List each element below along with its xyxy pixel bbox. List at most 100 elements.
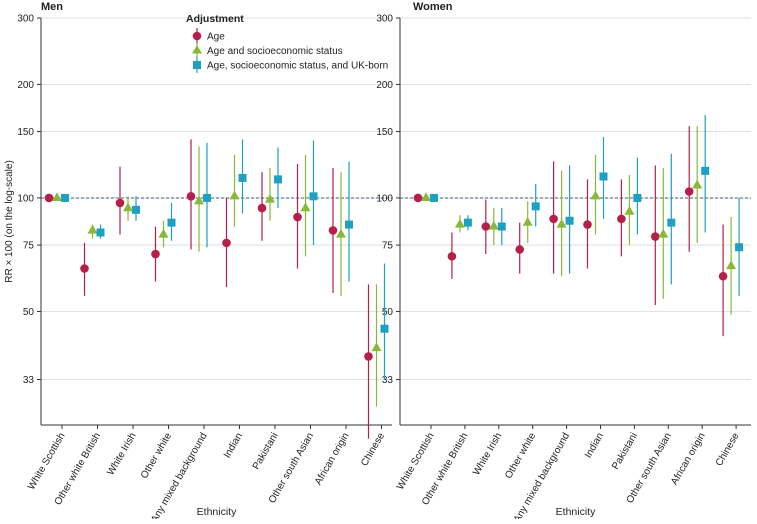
data-point-square (497, 222, 506, 231)
data-point-circle (413, 193, 423, 203)
y-tick-label: 50 (23, 307, 35, 318)
x-tick-label: Other white (139, 431, 174, 481)
x-tick-label: Pakistani (610, 431, 640, 472)
data-point-square (531, 202, 540, 211)
data-point-square (463, 218, 472, 227)
data-point-triangle (726, 260, 737, 270)
data-point-triangle (624, 205, 635, 215)
series-1-0 (413, 126, 728, 337)
data-point-square (430, 193, 438, 202)
legend-swatch-square (193, 61, 201, 69)
x-axis-label: Ethnicity (197, 506, 237, 518)
data-point-square (61, 193, 69, 202)
data-point-square (565, 216, 574, 225)
x-tick-label: Chinese (714, 431, 742, 469)
data-point-circle (364, 352, 373, 361)
data-point-circle (115, 198, 125, 208)
data-point-square (599, 172, 608, 181)
data-point-triangle (194, 195, 204, 205)
data-point-triangle (556, 218, 567, 228)
panel-men: 33 50 75 100 150 200 300 Men White Scottish Other… (17, 1, 392, 524)
x-tick-label: White Irish (471, 431, 504, 477)
x-tick-label: Pakistani (251, 431, 281, 472)
data-point-square (203, 193, 211, 202)
data-point-triangle (658, 228, 669, 238)
data-point-triangle (522, 216, 533, 226)
data-point-triangle (336, 228, 346, 238)
y-tick-label: 200 (376, 80, 393, 91)
data-point-square (132, 205, 140, 214)
data-point-circle (257, 203, 267, 213)
data-point-square (380, 324, 389, 333)
series-1-1 (421, 126, 737, 315)
data-point-triangle (371, 342, 382, 352)
data-point-circle (583, 220, 592, 229)
x-tick-label: African origin (313, 431, 352, 487)
data-point-square (309, 192, 318, 201)
x-tick-label: Chinese (359, 431, 387, 469)
x-tick-label: African origin (669, 431, 708, 487)
data-point-circle (684, 187, 694, 196)
legend-label: Age and socioeconomic status (207, 46, 343, 57)
data-point-triangle (123, 202, 133, 212)
y-tick-label: 200 (17, 80, 34, 91)
data-point-triangle (300, 202, 311, 212)
y-tick-label: 100 (17, 193, 34, 204)
data-point-square (96, 228, 105, 237)
y-tick-label: 150 (17, 127, 34, 138)
legend-label: Age (207, 32, 225, 43)
series-1-2 (430, 114, 744, 296)
y-tick-label: 75 (23, 241, 35, 252)
data-point-square (238, 173, 247, 182)
data-point-square (735, 243, 744, 252)
data-point-triangle (454, 218, 465, 228)
y-tick-label: 50 (382, 307, 394, 318)
series-0-0 (44, 139, 373, 439)
y-tick-label: 33 (382, 375, 394, 386)
y-tick-label: 300 (376, 14, 393, 25)
data-point-triangle (488, 220, 499, 230)
y-tick-label: 100 (376, 193, 393, 204)
data-point-circle (151, 249, 160, 259)
data-point-triangle (229, 190, 240, 200)
data-point-circle (328, 226, 338, 235)
x-tick-label: Other white (503, 431, 538, 481)
panel-title: Women (413, 1, 453, 13)
data-point-triangle (87, 224, 98, 234)
data-point-circle (80, 264, 89, 273)
data-point-triangle (265, 193, 275, 203)
legend: Adjustment Age Age and socioeconomic statu… (186, 13, 388, 73)
x-tick-label: White Irish (105, 431, 138, 477)
legend-label: Age, socioeconomic status, and UK-born (207, 61, 388, 72)
data-point-circle (718, 271, 728, 281)
data-point-triangle (421, 192, 431, 202)
legend-title: Adjustment (186, 13, 244, 25)
y-tick-label: 300 (17, 14, 34, 25)
data-point-circle (481, 222, 491, 231)
series-0-1 (52, 146, 382, 407)
y-axis-label: RR × 100 (on the log-scale) (4, 160, 15, 283)
data-point-circle (222, 238, 231, 248)
data-point-square (167, 218, 176, 227)
legend-swatch-circle (192, 31, 202, 41)
data-point-circle (515, 245, 524, 254)
data-point-triangle (590, 190, 601, 200)
data-point-circle (549, 214, 558, 224)
panel-title: Men (41, 1, 63, 13)
data-point-square (345, 220, 353, 229)
x-tick-label: White Scottish (26, 431, 67, 492)
data-point-triangle (692, 179, 703, 189)
data-point-square (667, 218, 676, 227)
data-point-circle (447, 252, 457, 261)
y-tick-label: 75 (382, 241, 394, 252)
legend-swatch-triangle (192, 45, 202, 54)
y-tick-label: 150 (376, 127, 393, 138)
data-point-circle (44, 193, 54, 203)
data-point-circle (617, 214, 626, 224)
data-point-square (701, 166, 710, 175)
data-point-triangle (52, 192, 62, 202)
data-point-circle (293, 212, 302, 222)
